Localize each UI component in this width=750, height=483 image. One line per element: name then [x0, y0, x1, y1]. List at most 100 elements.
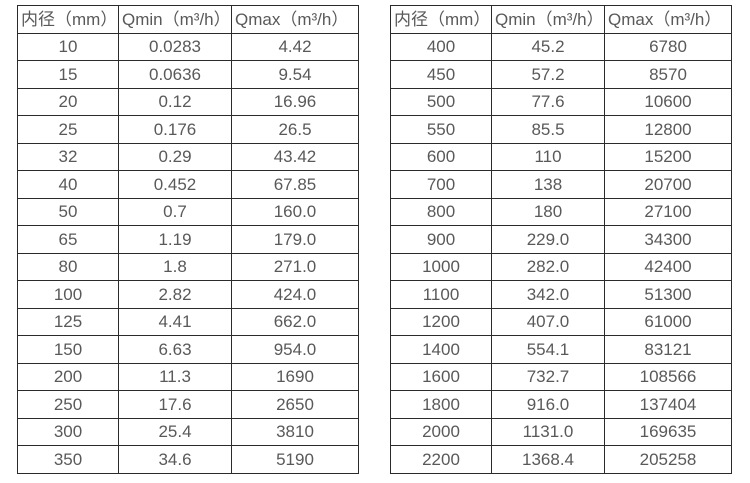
table-body: 400 45.2 6780 450 57.2 8570 500 77.6 10600 550 85.… [390, 32, 732, 474]
table-cell: 1368.4 [491, 445, 605, 474]
table-cell: 169635 [604, 417, 732, 446]
table-cell: 15 [17, 60, 119, 89]
table-cell: 1.19 [118, 225, 232, 254]
table-row: 80 1.8 271.0 [17, 252, 359, 281]
table-header-row: 内径（mm） Qmin（m³/h） Qmax（m³/h） [17, 5, 359, 34]
table-row: 25 0.176 26.5 [17, 115, 359, 144]
table-cell: 1400 [390, 335, 492, 364]
table-cell: 8570 [604, 60, 732, 89]
table-cell: 0.0636 [118, 60, 232, 89]
table-cell: 1690 [231, 362, 359, 391]
table-row: 350 34.6 5190 [17, 445, 359, 474]
table-row: 65 1.19 179.0 [17, 225, 359, 254]
table-row: 600 110 15200 [390, 142, 732, 171]
table-cell: 138 [491, 170, 605, 199]
table-row: 400 45.2 6780 [390, 32, 732, 61]
table-cell: 600 [390, 142, 492, 171]
table-cell: 67.85 [231, 170, 359, 199]
table-row: 2200 1368.4 205258 [390, 445, 732, 474]
table-cell: 282.0 [491, 252, 605, 281]
table-cell: 42400 [604, 252, 732, 281]
table-cell: 85.5 [491, 115, 605, 144]
table-cell: 3810 [231, 417, 359, 446]
table-cell: 40 [17, 170, 119, 199]
table-cell: 80 [17, 252, 119, 281]
table-row: 500 77.6 10600 [390, 87, 732, 116]
table-cell: 0.7 [118, 197, 232, 226]
table-cell: 400 [390, 32, 492, 61]
table-cell: 108566 [604, 362, 732, 391]
table-row: 700 138 20700 [390, 170, 732, 199]
table-cell: 200 [17, 362, 119, 391]
table-cell: 27100 [604, 197, 732, 226]
table-cell: 9.54 [231, 60, 359, 89]
table-cell: 2200 [390, 445, 492, 474]
table-cell: 57.2 [491, 60, 605, 89]
table-cell: 125 [17, 307, 119, 336]
table-cell: 50 [17, 197, 119, 226]
table-cell: 916.0 [491, 390, 605, 419]
table-cell: 0.12 [118, 87, 232, 116]
table-cell: 1100 [390, 280, 492, 309]
table-row: 550 85.5 12800 [390, 115, 732, 144]
table-cell: 26.5 [231, 115, 359, 144]
table-cell: 300 [17, 417, 119, 446]
table-cell: 250 [17, 390, 119, 419]
table-cell: 1800 [390, 390, 492, 419]
table-cell: 2.82 [118, 280, 232, 309]
table-header: 内径（mm） Qmin（m³/h） Qmax（m³/h） [390, 5, 732, 34]
col-header-diameter: 内径（mm） [17, 5, 119, 34]
table-cell: 900 [390, 225, 492, 254]
col-header-diameter: 内径（mm） [390, 5, 492, 34]
table-cell: 2650 [231, 390, 359, 419]
table-cell: 77.6 [491, 87, 605, 116]
table-cell: 424.0 [231, 280, 359, 309]
table-row: 1600 732.7 108566 [390, 362, 732, 391]
table-cell: 350 [17, 445, 119, 474]
table-cell: 4.41 [118, 307, 232, 336]
table-cell: 100 [17, 280, 119, 309]
table-cell: 0.452 [118, 170, 232, 199]
table-row: 10 0.0283 4.42 [17, 32, 359, 61]
table-row: 100 2.82 424.0 [17, 280, 359, 309]
col-header-qmin: Qmin（m³/h） [491, 5, 605, 34]
table-cell: 6.63 [118, 335, 232, 364]
table-row: 20 0.12 16.96 [17, 87, 359, 116]
table-cell: 450 [390, 60, 492, 89]
table-cell: 34300 [604, 225, 732, 254]
table-row: 800 180 27100 [390, 197, 732, 226]
table-cell: 1000 [390, 252, 492, 281]
table-cell: 34.6 [118, 445, 232, 474]
table-cell: 137404 [604, 390, 732, 419]
table-cell: 407.0 [491, 307, 605, 336]
table-row: 250 17.6 2650 [17, 390, 359, 419]
table-cell: 45.2 [491, 32, 605, 61]
table-row: 125 4.41 662.0 [17, 307, 359, 336]
table-row: 2000 1131.0 169635 [390, 417, 732, 446]
table-row: 1800 916.0 137404 [390, 390, 732, 419]
table-cell: 150 [17, 335, 119, 364]
table-row: 40 0.452 67.85 [17, 170, 359, 199]
table-cell: 5190 [231, 445, 359, 474]
table-cell: 1200 [390, 307, 492, 336]
table-cell: 700 [390, 170, 492, 199]
table-cell: 179.0 [231, 225, 359, 254]
table-cell: 110 [491, 142, 605, 171]
table-cell: 0.0283 [118, 32, 232, 61]
table-cell: 271.0 [231, 252, 359, 281]
table-cell: 16.96 [231, 87, 359, 116]
table-cell: 2000 [390, 417, 492, 446]
table-header: 内径（mm） Qmin（m³/h） Qmax（m³/h） [17, 5, 359, 34]
table-row: 900 229.0 34300 [390, 225, 732, 254]
table-cell: 1131.0 [491, 417, 605, 446]
table-cell: 61000 [604, 307, 732, 336]
table-cell: 1600 [390, 362, 492, 391]
spec-table-large-diameters: 内径（mm） Qmin（m³/h） Qmax（m³/h） 400 45.2 6780… [390, 5, 732, 474]
table-cell: 0.176 [118, 115, 232, 144]
table-cell: 43.42 [231, 142, 359, 171]
table-row: 200 11.3 1690 [17, 362, 359, 391]
table-cell: 10600 [604, 87, 732, 116]
table-cell: 662.0 [231, 307, 359, 336]
col-header-qmax: Qmax（m³/h） [604, 5, 732, 34]
table-cell: 554.1 [491, 335, 605, 364]
